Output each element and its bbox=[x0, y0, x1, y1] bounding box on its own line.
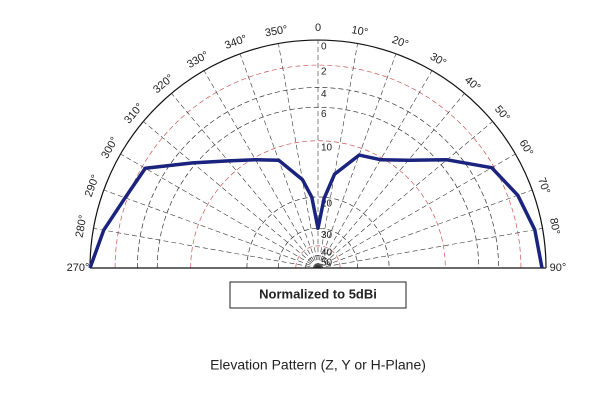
theta-tick-label: 20° bbox=[390, 34, 410, 51]
grid-spoke bbox=[103, 189, 319, 269]
theta-tick-label: 60° bbox=[517, 138, 536, 158]
grid-spoke bbox=[317, 53, 397, 269]
grid-spoke bbox=[317, 228, 543, 269]
theta-tick-label: 350° bbox=[264, 24, 289, 40]
r-tick-label: 4 bbox=[321, 89, 327, 100]
grid-ring bbox=[246, 196, 390, 269]
theta-tick-label: 30° bbox=[428, 51, 448, 70]
grid-spoke bbox=[143, 121, 319, 269]
theta-tick-label: 70° bbox=[535, 176, 552, 196]
theta-tick-label: 280° bbox=[74, 214, 90, 239]
r-tick-label: 2 bbox=[321, 67, 327, 78]
theta-tick-label: 90° bbox=[550, 262, 567, 274]
theta-tick-label: 330° bbox=[185, 49, 211, 71]
grid-spoke bbox=[317, 93, 465, 269]
theta-tick-label: 10° bbox=[350, 24, 368, 39]
theta-tick-label: 0 bbox=[315, 22, 321, 34]
r-tick-label: 6 bbox=[321, 109, 327, 120]
theta-tick-label: 340° bbox=[223, 33, 248, 52]
theta-tick-label: 290° bbox=[83, 173, 102, 198]
annotation: Normalized to 5dBi bbox=[259, 286, 377, 301]
theta-tick-label: 270° bbox=[67, 262, 90, 274]
pattern-line bbox=[88, 153, 544, 269]
grid-spoke bbox=[317, 153, 516, 269]
grid-spoke bbox=[317, 189, 533, 269]
r-tick-label: 0 bbox=[321, 42, 327, 53]
grid-spoke bbox=[317, 43, 358, 269]
grid-spoke bbox=[317, 121, 493, 269]
grid-spoke bbox=[317, 70, 433, 269]
annotation-box bbox=[229, 281, 407, 309]
grid-ring bbox=[277, 228, 359, 269]
r-tick-label: 30 bbox=[321, 230, 333, 241]
theta-tick-label: 40° bbox=[462, 74, 482, 94]
theta-tick-label: 50° bbox=[492, 103, 512, 123]
grid-spoke bbox=[171, 93, 319, 269]
grid-spoke bbox=[203, 70, 319, 269]
grid-spoke bbox=[120, 153, 319, 269]
r-tick-label: 20 bbox=[321, 199, 333, 210]
theta-tick-label: 300° bbox=[99, 135, 121, 161]
grid-ring bbox=[295, 245, 341, 269]
grid-spoke bbox=[93, 228, 319, 269]
grid-spoke bbox=[278, 43, 319, 269]
chart-title: Elevation Pattern (Z, Y or H-Plane) bbox=[210, 357, 426, 373]
grid-ring bbox=[190, 140, 446, 269]
theta-tick-label: 80° bbox=[547, 217, 562, 235]
r-tick-label: 10 bbox=[321, 142, 333, 153]
